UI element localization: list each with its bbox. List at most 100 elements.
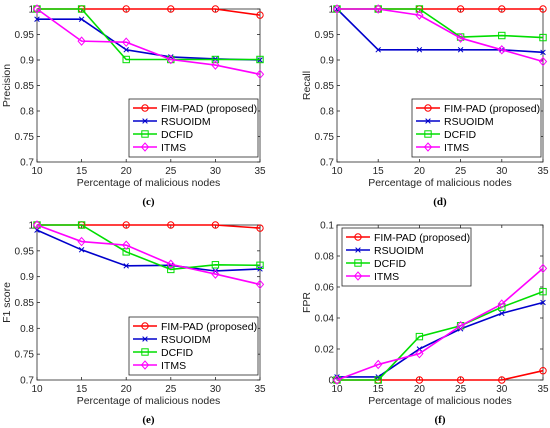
data-point [122,221,130,229]
data-point [456,5,465,13]
data-point [211,5,220,13]
data-point [497,299,506,309]
y-tick-label: 0.85 [15,81,35,92]
panel-caption: (d) [433,196,447,208]
legend-marker [354,259,362,267]
legend-label: RSUOIDM [161,116,211,128]
y-tick-label: 0.7 [20,158,34,169]
y-tick-label: 0.75 [315,132,335,143]
series-line [36,224,261,286]
legend-marker [140,360,150,370]
series-dcfid [33,221,264,274]
series-itms [332,4,548,67]
legend-entry-fim-pad-proposed: FIM-PAD (proposed) [346,232,470,244]
legend-entry-dcfid: DCFID [346,258,406,270]
y-tick-label: 0.85 [315,81,335,92]
legend-entry-rsuoidm: RSUOIDM [133,334,211,346]
legend-entry-rsuoidm: RSUOIDM [346,245,424,257]
data-point [416,47,423,53]
x-axis-label: Percentage of malicious nodes [368,395,512,407]
legend-label: DCFID [161,347,193,359]
data-point [415,10,424,20]
data-point [374,359,383,370]
legend-marker [354,233,362,241]
legend-label: ITMS [161,142,186,154]
series-line [336,267,544,381]
y-tick-label: 0.7 [20,376,34,387]
data-point [374,4,383,14]
legend-marker [141,348,149,356]
legend-marker [355,247,361,253]
x-tick-label: 25 [165,384,177,395]
x-tick-label: 35 [537,166,549,177]
y-axis-label: FPR [301,292,313,313]
legend-marker [141,104,149,112]
series-line [337,8,544,63]
data-point [211,55,220,64]
legend-entry-dcfid: DCFID [133,129,193,141]
data-point [540,299,546,306]
data-point [256,261,264,270]
chart-panel-e: 10 15 20 25 30 35 0.7 0.75 0.8 0.85 0.9 0.95 1 Percen… [1,220,266,426]
x-tick-label: 30 [210,166,222,177]
legend-marker [353,271,363,281]
data-point [415,348,424,359]
data-point [77,236,86,247]
data-point [123,263,129,269]
series-dcfid [33,5,264,64]
chart-panel-f: 10 15 20 25 30 35 0 0.02 0.04 0.06 0.08 0.1 Percenta… [301,221,549,427]
legend-label: DCFID [374,258,406,270]
x-tick-label: 15 [76,384,88,395]
legend-marker [142,118,148,124]
data-point [211,60,220,70]
y-tick-label: 0.9 [20,56,34,67]
data-point [122,37,131,47]
legend-entry-dcfid: DCFID [416,129,476,141]
x-tick-label: 20 [121,384,133,395]
legend-label: FIM-PAD (proposed) [374,232,470,244]
data-point [34,16,40,22]
x-tick-label: 15 [373,166,385,177]
data-point [256,55,264,64]
y-axis-label: Precision [1,64,13,107]
y-tick-label: 0.95 [15,30,35,41]
data-point [211,269,220,279]
series-itms [32,220,265,290]
y-tick-label: 0.95 [315,30,335,41]
data-point [256,224,264,232]
x-tick-label: 25 [455,166,467,177]
data-point [122,240,131,250]
data-point [539,367,547,375]
legend-marker [140,142,150,152]
data-point [77,221,86,229]
y-tick-label: 0.95 [15,246,35,257]
y-tick-label: 0.9 [320,56,334,67]
y-axis-label: Recall [301,71,313,100]
series-itms [32,4,265,80]
y-tick-label: 0 [328,376,334,387]
data-point [332,375,342,385]
data-point [166,259,175,270]
legend-marker [423,142,433,152]
data-point [122,55,130,64]
panel-caption: (f) [435,414,446,426]
legend-label: RSUOIDM [444,116,494,128]
data-point [167,265,175,274]
series-line [36,8,261,76]
legend-entry-dcfid: DCFID [133,347,193,359]
x-tick-label: 35 [537,384,549,395]
x-tick-label: 10 [331,384,343,395]
legend-entry-itms: ITMS [133,142,186,154]
data-point [415,376,424,384]
y-tick-label: 0.8 [320,107,334,118]
y-tick-label: 0.9 [20,272,34,283]
data-point [539,5,547,13]
y-tick-label: 0.08 [315,252,335,263]
legend-label: ITMS [444,142,469,154]
legend-entry-itms: ITMS [133,360,186,372]
y-axis-label: F1 score [1,282,13,323]
legend-label: DCFID [444,129,476,141]
data-point [255,279,265,290]
